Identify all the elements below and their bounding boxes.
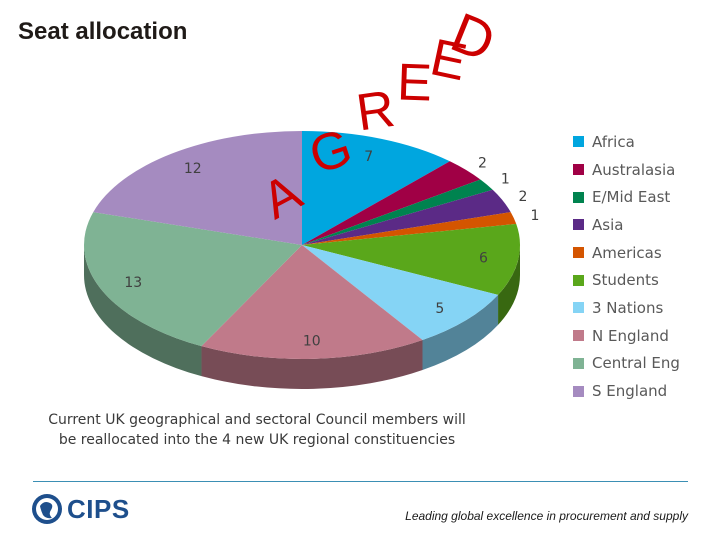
legend-item-n-england: N England: [573, 322, 680, 350]
pie-side-central-eng: [84, 245, 202, 377]
data-label-americas: 1: [530, 208, 539, 224]
legend-swatch: [573, 136, 584, 148]
legend-item-students: Students: [573, 266, 680, 294]
pie-slice-africa: [302, 131, 450, 245]
legend-item-australasia: Australasia: [573, 156, 680, 184]
chart-legend: Africa Australasia E/Mid East Asia Americas S…: [573, 128, 680, 405]
data-label-e-mid-east: 1: [501, 171, 510, 187]
pie-side-n-england: [201, 339, 423, 389]
stamp-letter: E: [396, 53, 433, 112]
legend-item-central-eng: Central Eng: [573, 350, 680, 378]
legend-swatch: [573, 274, 584, 286]
slide-caption: Current UK geographical and sectoral Cou…: [22, 410, 492, 450]
pie-top-group: [84, 131, 520, 359]
caption-line-1: Current UK geographical and sectoral Cou…: [48, 412, 466, 428]
pie-slice-n-england: [201, 245, 423, 359]
footer-divider: [33, 481, 688, 482]
legend-swatch: [573, 357, 584, 369]
data-label-students: 6: [479, 251, 488, 267]
cips-globe-icon: [32, 494, 62, 524]
pie-slice-students: [302, 223, 520, 295]
footer-tagline: Leading global excellence in procurement…: [405, 509, 688, 523]
stamp-letter: R: [353, 80, 398, 143]
legend-label: Students: [592, 271, 659, 290]
legend-label: Africa: [592, 132, 635, 151]
data-label-africa: 7: [364, 149, 373, 165]
legend-label: Asia: [592, 215, 624, 234]
pie-slice-australasia: [302, 161, 481, 245]
data-label-n-england: 10: [303, 334, 321, 350]
legend-swatch: [573, 247, 584, 259]
slide-title: Seat allocation: [18, 18, 188, 45]
data-label-s-england: 12: [184, 161, 202, 177]
cips-logo-text: CIPS: [67, 493, 130, 524]
pie-slice-s-england: [93, 131, 302, 245]
legend-item-e-mid-east: E/Mid East: [573, 183, 680, 211]
legend-label: S England: [592, 382, 668, 401]
cips-logo: CIPS: [30, 492, 130, 526]
pie-slice-asia: [302, 189, 511, 245]
pie-slice-3-nations: [302, 245, 499, 340]
legend-item-africa: Africa: [573, 128, 680, 156]
legend-swatch: [573, 385, 584, 397]
pie-side-students: [498, 245, 520, 325]
legend-item-americas: Americas: [573, 239, 680, 267]
pie-slice-e-mid-east: [302, 179, 493, 245]
pie-side-group: [84, 245, 520, 389]
data-label-central-eng: 13: [124, 275, 142, 291]
data-label-australasia: 2: [478, 155, 487, 171]
caption-line-2: be reallocated into the 4 new UK regiona…: [58, 432, 456, 448]
data-label-3-nations: 5: [435, 301, 444, 317]
legend-swatch: [573, 191, 584, 203]
pie-side-3-nations: [422, 294, 499, 370]
legend-label: E/Mid East: [592, 188, 671, 207]
data-label-asia: 2: [518, 189, 527, 205]
legend-label: 3 Nations: [592, 298, 664, 317]
pie-slice-central-eng: [84, 212, 303, 347]
legend-swatch: [573, 164, 584, 176]
legend-swatch: [573, 219, 584, 231]
pie-slice-americas: [302, 212, 517, 245]
legend-label: Australasia: [592, 160, 676, 179]
legend-swatch: [573, 330, 584, 342]
legend-label: Central Eng: [592, 354, 680, 373]
legend-swatch: [573, 302, 584, 314]
legend-label: N England: [592, 326, 669, 345]
legend-item-asia: Asia: [573, 211, 680, 239]
legend-item-3-nations: 3 Nations: [573, 294, 680, 322]
legend-item-s-england: S England: [573, 377, 680, 405]
legend-label: Americas: [592, 243, 662, 262]
